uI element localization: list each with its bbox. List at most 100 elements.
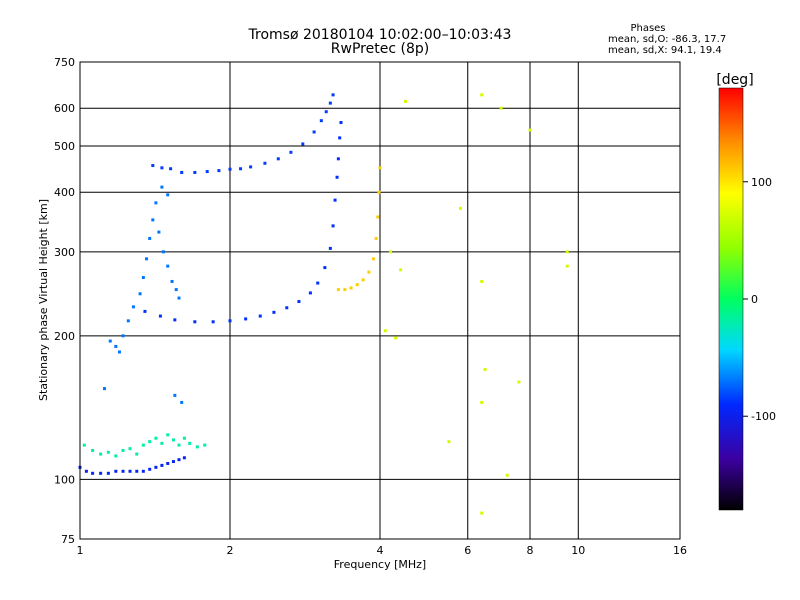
data-point [166, 461, 170, 465]
data-point [203, 443, 207, 447]
x-tick-label: 2 [227, 544, 234, 557]
data-point [114, 344, 118, 348]
data-point [338, 136, 342, 140]
y-tick-label: 750 [54, 56, 75, 69]
data-point [128, 469, 132, 473]
data-point [160, 463, 164, 467]
data-point [565, 250, 569, 254]
data-point [148, 467, 152, 471]
data-point [301, 142, 305, 146]
x-tick-label: 8 [527, 544, 534, 557]
data-point [276, 157, 280, 161]
data-point [148, 236, 152, 240]
data-point [361, 278, 365, 282]
data-point [143, 309, 147, 313]
data-point [343, 288, 347, 292]
data-point [131, 305, 135, 309]
grid-lines [80, 62, 680, 539]
data-point [289, 150, 293, 154]
data-point [154, 201, 158, 205]
data-point [151, 218, 155, 222]
chart-title: Tromsø 20180104 10:02:00–10:03:43 [248, 27, 512, 43]
data-point [126, 319, 130, 323]
data-point [99, 471, 103, 475]
x-tick-label: 10 [571, 544, 585, 557]
data-point [228, 319, 232, 323]
data-point [195, 445, 199, 449]
data-point [108, 339, 112, 343]
data-point [117, 350, 121, 354]
data-point [121, 334, 125, 338]
data-point [121, 448, 125, 452]
colorbar-tick-label: -100 [751, 410, 776, 423]
data-point [331, 93, 335, 97]
data-point [480, 400, 484, 404]
data-point [285, 306, 289, 310]
data-point [458, 206, 462, 210]
colorbar-label: [deg] [716, 72, 753, 88]
data-point [106, 471, 110, 475]
data-point [160, 185, 164, 189]
data-point [376, 215, 380, 219]
x-tick-label: 6 [464, 544, 471, 557]
data-point [188, 441, 192, 445]
data-point [323, 266, 327, 270]
data-point [141, 469, 145, 473]
data-point [154, 465, 158, 469]
data-point [316, 281, 320, 285]
plot-frame [79, 61, 681, 540]
data-point [336, 288, 340, 292]
data-point [135, 452, 139, 456]
data-point [177, 458, 181, 462]
data-point [480, 93, 484, 97]
data-points [78, 93, 569, 515]
data-point [151, 164, 155, 168]
data-point [160, 166, 164, 170]
data-point [505, 473, 509, 477]
data-point [258, 314, 262, 318]
stats-x-mode: mean, sd,X: 94.1, 19.4 [608, 45, 722, 56]
data-point [182, 436, 186, 440]
data-point [244, 317, 248, 321]
data-point [349, 286, 353, 290]
data-point [228, 167, 232, 171]
data-point [308, 291, 312, 295]
y-tick-label: 500 [54, 140, 75, 153]
data-point [383, 329, 387, 333]
data-point [480, 279, 484, 283]
data-point [169, 167, 173, 171]
data-point [193, 170, 197, 174]
stats-o-mode: mean, sd,O: -86.3, 17.7 [608, 34, 726, 45]
data-point [447, 440, 451, 444]
data-point [173, 318, 177, 322]
data-point [171, 438, 175, 442]
colorbar-tick-label: 100 [751, 176, 772, 189]
data-point [324, 110, 328, 114]
data-point [121, 469, 125, 473]
data-point [528, 128, 532, 132]
colorbar-tick-label: 0 [751, 293, 758, 306]
data-point [272, 310, 276, 314]
data-point [378, 166, 382, 170]
data-point [374, 236, 378, 240]
data-point [177, 443, 181, 447]
y-tick-label: 400 [54, 186, 75, 199]
x-axis-label: Frequency [MHz] [334, 558, 426, 571]
data-point [312, 130, 316, 134]
data-point [217, 169, 221, 173]
data-point [145, 257, 149, 261]
data-point [263, 161, 267, 165]
data-point [367, 270, 371, 274]
data-point [565, 264, 569, 268]
data-point [91, 471, 95, 475]
data-point [141, 443, 145, 447]
data-point [166, 193, 170, 197]
data-point [135, 469, 139, 473]
data-point [371, 257, 375, 261]
data-point [328, 246, 332, 250]
x-tick-label: 1 [77, 544, 84, 557]
data-point [166, 264, 170, 268]
data-point [106, 450, 110, 454]
data-point [157, 230, 161, 234]
data-point [335, 175, 339, 179]
